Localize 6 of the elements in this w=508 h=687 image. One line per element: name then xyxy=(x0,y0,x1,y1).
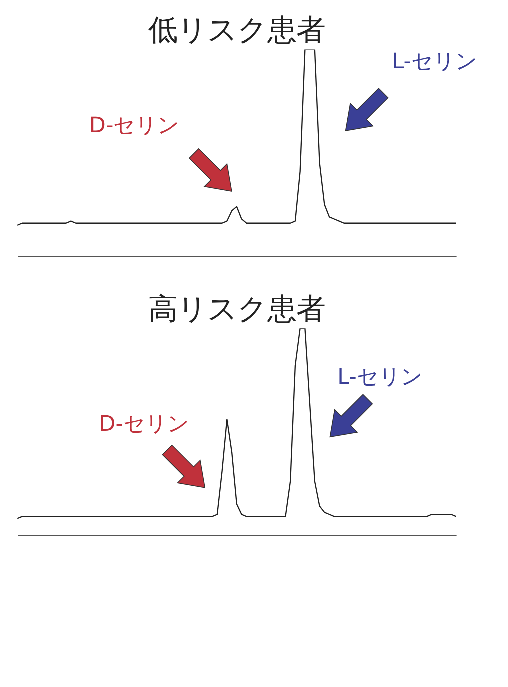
annotation: D-セリン xyxy=(89,114,180,139)
annotation: L-セリン xyxy=(392,49,478,74)
annotation: D-セリン xyxy=(99,412,190,437)
annotation: L-セリン xyxy=(338,365,423,390)
chart-title: 低リスク患者 xyxy=(148,12,326,47)
chart-title: 高リスク患者 xyxy=(148,292,326,326)
